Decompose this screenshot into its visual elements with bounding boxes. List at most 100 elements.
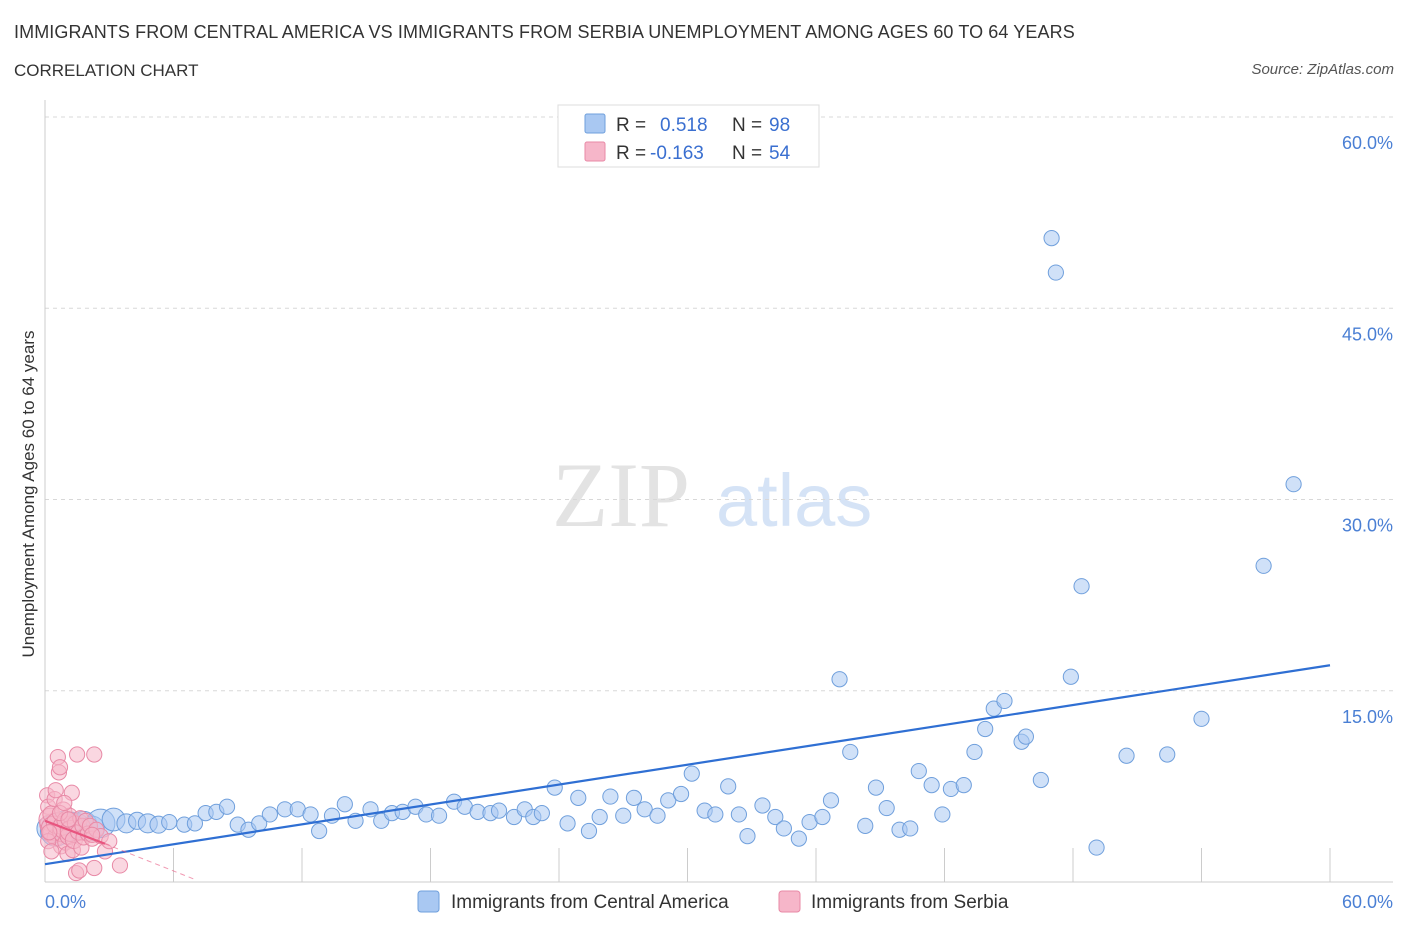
central-america-point [1088, 839, 1105, 856]
central-america-point [814, 808, 831, 826]
legend-n-value-central-america: 98 [769, 115, 790, 136]
legend-r-value-central-america: 0.518 [660, 115, 708, 136]
central-america-point [739, 828, 756, 845]
central-america-point [867, 779, 885, 796]
central-america-point [923, 777, 940, 794]
central-america-point [336, 796, 353, 813]
chart-title: IMMIGRANTS FROM CENTRAL AMERICA VS IMMIG… [14, 22, 1075, 42]
central-america-point [775, 820, 792, 837]
central-america-point [996, 692, 1013, 710]
chart-subtitle: CORRELATION CHART [14, 61, 199, 80]
bottom-legend-label-central-america: Immigrants from Central America [451, 892, 729, 913]
central-america-point [857, 817, 874, 835]
serbia-point [47, 782, 64, 799]
bottom-legend-label-serbia: Immigrants from Serbia [811, 892, 1009, 913]
central-america-point [683, 765, 700, 782]
y-tick-label: 15.0% [1342, 707, 1393, 727]
legend-r-label: R = [616, 115, 646, 136]
legend-n-label: N = [732, 143, 762, 164]
central-america-point [754, 797, 771, 814]
serbia-point [111, 857, 129, 874]
serbia-point [71, 862, 88, 879]
serbia-point [86, 746, 103, 763]
central-america-point [1062, 668, 1079, 685]
central-america-point [1193, 710, 1210, 727]
legend-swatch-serbia [584, 141, 606, 162]
legend-swatch-central-america [584, 113, 606, 134]
central-america-point [720, 778, 737, 795]
grid-lines [45, 116, 1393, 692]
central-america-point [636, 801, 653, 818]
central-america-point [615, 807, 632, 824]
central-america-point [261, 806, 278, 823]
serbia-point [60, 811, 77, 828]
central-america-point [910, 762, 927, 780]
central-america-point [767, 808, 784, 826]
central-america-trend-line [44, 664, 1331, 866]
bottom-legend-swatch-central-america [417, 890, 440, 913]
central-america-point [625, 789, 643, 806]
y-axis-label: Unemployment Among Ages 60 to 64 years [19, 331, 38, 658]
y-tick-label: 60.0% [1342, 133, 1393, 153]
central-america-point [966, 743, 983, 761]
legend-n-value-serbia: 54 [769, 143, 791, 164]
central-america-point [730, 806, 748, 823]
central-america-point [430, 807, 448, 824]
serbia-point [86, 859, 103, 877]
central-america-point [649, 807, 666, 824]
watermark-zip: ZIP [552, 444, 690, 546]
central-america-point [831, 671, 848, 688]
legend-n-label: N = [732, 115, 762, 136]
serbia-point [51, 759, 69, 776]
series-legend: Immigrants from Central America Immigran… [417, 890, 1009, 913]
y-tick-label: 45.0% [1342, 324, 1393, 344]
trend-lines [44, 664, 1331, 880]
correlation-legend: R = 0.518 N = 98 R = -0.163 N = 54 [557, 104, 820, 168]
y-tick-labels: 15.0% 30.0% 45.0% 60.0% [1342, 133, 1393, 727]
central-america-point [490, 802, 508, 819]
central-america-point [546, 779, 563, 796]
central-america-point [977, 720, 994, 738]
central-america-point [955, 777, 972, 794]
central-america-point [660, 792, 677, 809]
watermark-atlas: atlas [716, 459, 872, 542]
central-america-point [1159, 746, 1176, 763]
central-america-point [1017, 728, 1034, 745]
central-america-point [218, 798, 236, 815]
legend-r-label: R = [616, 143, 646, 164]
central-america-point [186, 815, 204, 832]
serbia-point [41, 824, 58, 841]
central-america-point [591, 808, 608, 826]
central-america-point [1043, 230, 1060, 247]
x-tick-label-max: 60.0% [1342, 892, 1393, 912]
central-america-point [878, 799, 895, 817]
central-america-point [707, 806, 724, 823]
central-america-point [311, 822, 328, 840]
serbia-point [56, 794, 73, 812]
central-america-point [161, 813, 178, 831]
y-tick-label: 30.0% [1342, 516, 1393, 536]
serbia-trend-line [44, 819, 106, 845]
central-america-point [902, 820, 919, 837]
central-america-point [580, 822, 598, 840]
central-america-point [1047, 264, 1064, 281]
central-america-point [559, 815, 576, 832]
central-america-point [1032, 771, 1049, 789]
central-america-point [1118, 747, 1135, 764]
central-america-point [1255, 557, 1272, 574]
central-america-point [570, 789, 587, 806]
central-america-point [790, 830, 807, 847]
legend-r-value-serbia: -0.163 [650, 143, 704, 164]
central-america-point [842, 743, 859, 761]
central-america-point [302, 806, 319, 823]
bottom-legend-swatch-serbia [778, 890, 801, 913]
central-america-point [1073, 578, 1090, 595]
serbia-trend-extension [104, 843, 196, 880]
central-america-point [1285, 476, 1302, 493]
central-america-point [934, 806, 951, 823]
source-label: Source: ZipAtlas.com [1251, 61, 1394, 78]
serbia-point [43, 843, 60, 860]
central-america-point [533, 805, 550, 822]
serbia-point [101, 833, 118, 850]
